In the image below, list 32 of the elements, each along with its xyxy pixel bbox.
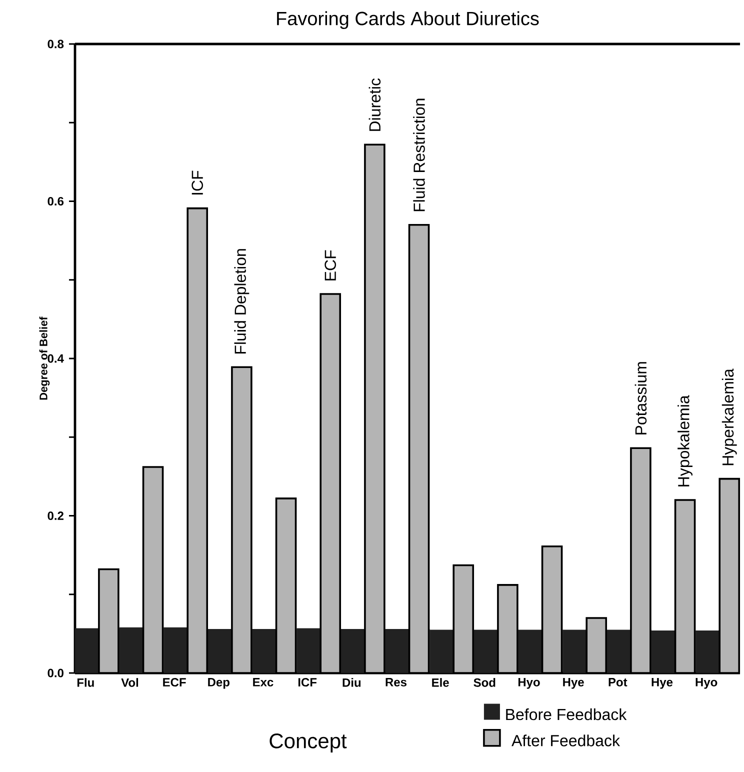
data-label: Hyperkalemia <box>722 368 737 466</box>
x-tick-label: Flu <box>77 678 94 687</box>
x-tick-label: Hye <box>563 678 584 689</box>
data-label: Fluid Restriction <box>413 98 425 212</box>
data-label: ICF <box>192 170 204 194</box>
chart-title: Favoring Cards About Diuretics <box>277 11 539 30</box>
x-tick-label: Hyo <box>518 678 540 689</box>
x-tick-label: Exc <box>253 678 274 686</box>
data-label: Diuretic <box>368 78 381 131</box>
x-tick-label: Hye <box>652 678 673 689</box>
x-axis-title: Concept <box>270 734 347 753</box>
legend-label: After Feedback <box>512 734 620 746</box>
x-tick-label: Dep <box>208 678 230 689</box>
x-tick-label: ICF <box>298 678 317 687</box>
x-tick-label: Diu <box>342 678 361 687</box>
y-tick-label: 0.8 <box>48 40 64 48</box>
x-tick-label: Res <box>386 678 406 686</box>
x-tick-label: ECF <box>163 678 186 687</box>
x-tick-label: Pot <box>608 678 628 686</box>
y-tick-label: 0.2 <box>48 512 64 520</box>
x-tick-label: Sod <box>474 678 496 687</box>
data-label: Potassium <box>634 362 647 434</box>
data-label: Fluid Depletion <box>234 249 250 354</box>
legend-label: Before Feedback <box>506 708 627 720</box>
y-tick-label: 0.4 <box>48 354 64 363</box>
x-tick-label: Vol <box>121 678 138 687</box>
data-label: Hypokalemia <box>678 395 692 486</box>
x-tick-label: Hyo <box>696 678 718 689</box>
x-tick-label: Ele <box>432 678 449 687</box>
y-tick-label: 0.6 <box>48 197 64 206</box>
y-tick-label: 0.0 <box>48 668 64 678</box>
data-label: ECF <box>324 250 336 280</box>
